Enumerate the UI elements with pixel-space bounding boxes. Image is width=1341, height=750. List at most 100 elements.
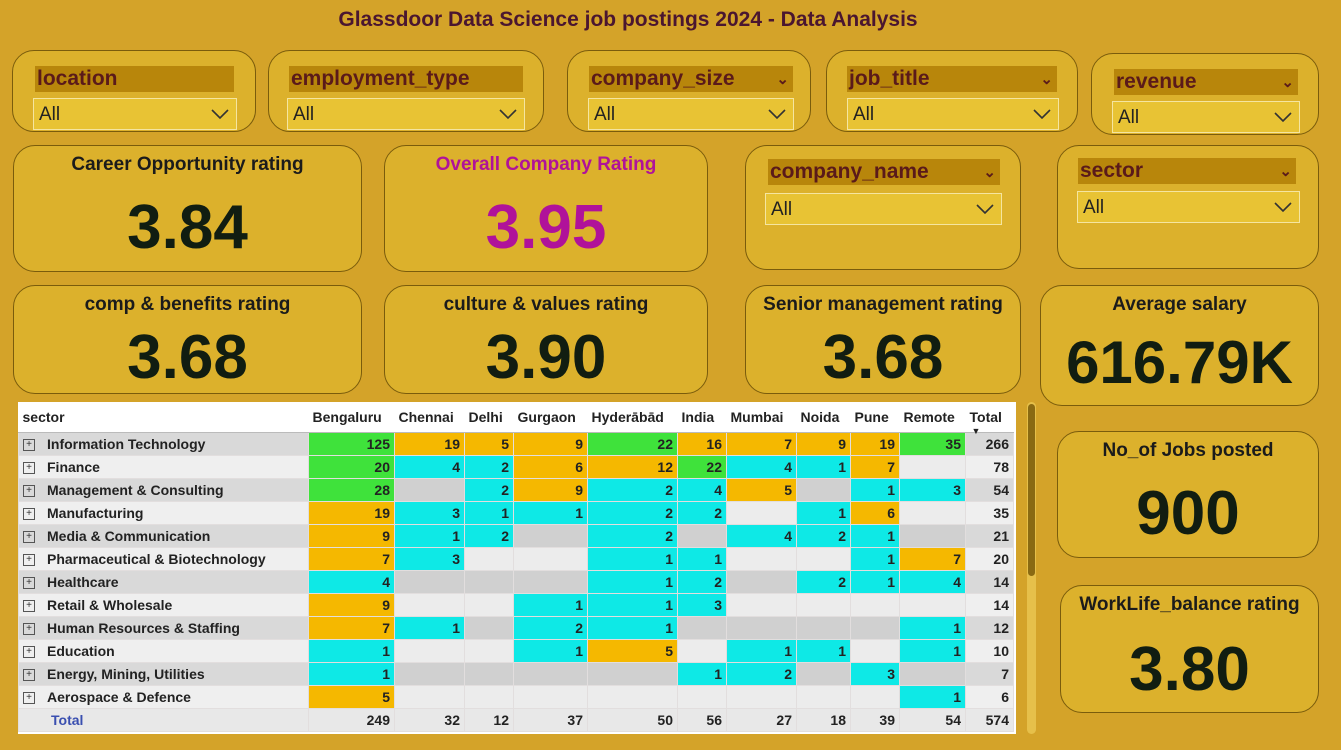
matrix-cell: 1 <box>394 616 465 640</box>
chevron-down-icon: ⌄ <box>1040 71 1053 88</box>
table-row[interactable]: + Energy, Mining, Utilities 1 1 2 3 7 <box>18 662 1014 686</box>
column-header-noida[interactable]: Noida <box>796 402 851 433</box>
company-size-dropdown-value: All <box>594 104 616 125</box>
matrix-scrollbar-thumb[interactable] <box>1028 404 1035 576</box>
company-name-dropdown-value: All <box>771 199 793 220</box>
column-header-hyderabad[interactable]: Hyderābād <box>587 402 678 433</box>
row-total-cell: 14 <box>965 593 1014 617</box>
matrix-cell <box>464 593 514 617</box>
table-row[interactable]: + Manufacturing 19 3 1 1 2 2 1 6 35 <box>18 501 1014 525</box>
chevron-down-icon: ⌄ <box>1281 74 1294 91</box>
job-title-dropdown[interactable]: All <box>847 98 1059 130</box>
worklife-balance-card: WorkLife_balance rating 3.80 <box>1060 585 1319 713</box>
column-header-pune[interactable]: Pune <box>850 402 900 433</box>
column-header-total[interactable]: Total ▼ <box>965 402 1014 436</box>
comp-benefits-card: comp & benefits rating 3.68 <box>13 285 362 394</box>
total-cell: 27 <box>726 708 797 732</box>
matrix-cell: 1 <box>587 616 678 640</box>
chevron-down-icon <box>1274 112 1292 123</box>
dashboard-title: Glassdoor Data Science job postings 2024… <box>338 8 918 31</box>
sector-label: Media & Communication <box>47 528 211 544</box>
company-name-dropdown[interactable]: All <box>765 193 1002 225</box>
expand-icon[interactable]: + <box>23 531 35 544</box>
expand-icon[interactable]: + <box>23 508 35 521</box>
table-row[interactable]: + Education 1 1 5 1 1 1 10 <box>18 639 1014 663</box>
average-salary-card: Average salary 616.79K <box>1040 285 1319 406</box>
matrix-cell <box>899 593 966 617</box>
sector-label: Human Resources & Staffing <box>47 620 240 636</box>
expand-icon[interactable]: + <box>23 600 35 613</box>
expand-icon[interactable]: + <box>23 692 35 705</box>
matrix-cell <box>394 685 465 709</box>
company-size-dropdown[interactable]: All <box>588 98 794 130</box>
average-salary-value: 616.79K <box>1066 329 1293 396</box>
sector-label: Pharmaceutical & Biotechnology <box>47 551 266 567</box>
table-row[interactable]: + Pharmaceutical & Biotechnology 7 3 1 1 1 7 20 <box>18 547 1014 571</box>
column-header-gurgaon[interactable]: Gurgaon <box>513 402 588 433</box>
expand-icon[interactable]: + <box>23 554 35 567</box>
table-row[interactable]: + Human Resources & Staffing 7 1 2 1 1 12 <box>18 616 1014 640</box>
column-header-delhi[interactable]: Delhi <box>464 402 514 433</box>
matrix-cell: 1 <box>796 639 851 663</box>
expand-icon[interactable]: + <box>23 462 35 475</box>
employment-type-dropdown[interactable]: All <box>287 98 525 130</box>
expand-icon[interactable]: + <box>23 623 35 636</box>
total-cell: 32 <box>394 708 465 732</box>
employment-type-slicer-label: employment_type <box>289 66 523 92</box>
matrix-cell: 1 <box>587 547 678 571</box>
career-opportunity-card: Career Opportunity rating 3.84 <box>13 145 362 272</box>
matrix-cell: 1 <box>899 616 966 640</box>
matrix-cell <box>394 662 465 686</box>
career-opportunity-value: 3.84 <box>127 193 248 262</box>
column-header-chennai[interactable]: Chennai <box>394 402 465 433</box>
table-row[interactable]: + Aerospace & Defence 5 1 6 <box>18 685 1014 709</box>
sector-column-header[interactable]: sector <box>18 402 309 433</box>
matrix-cell <box>677 685 727 709</box>
table-row[interactable]: + Management & Consulting 28 2 9 2 4 5 1 3 54 <box>18 478 1014 502</box>
sector-location-matrix: sector Bengaluru Chennai Delhi Gurgaon H… <box>18 402 1016 734</box>
matrix-cell <box>513 524 588 548</box>
culture-values-card: culture & values rating 3.90 <box>384 285 708 394</box>
column-header-mumbai[interactable]: Mumbai <box>726 402 797 433</box>
revenue-dropdown[interactable]: All <box>1112 101 1300 133</box>
matrix-cell: 2 <box>464 478 514 502</box>
sector-dropdown[interactable]: All <box>1077 191 1300 223</box>
matrix-cell: 2 <box>796 524 851 548</box>
matrix-cell <box>587 685 678 709</box>
matrix-cell: 7 <box>726 432 797 456</box>
row-total-cell: 78 <box>965 455 1014 479</box>
employment-type-dropdown-value: All <box>293 104 315 125</box>
table-row[interactable]: + Retail & Wholesale 9 1 1 3 14 <box>18 593 1014 617</box>
expand-icon[interactable]: + <box>23 485 35 498</box>
location-dropdown[interactable]: All <box>33 98 237 130</box>
column-header-remote[interactable]: Remote <box>899 402 966 433</box>
worklife-balance-label: WorkLife_balance rating <box>1079 594 1300 615</box>
overall-rating-card: Overall Company Rating 3.95 <box>384 145 708 272</box>
matrix-cell: 16 <box>677 432 727 456</box>
column-header-bengaluru[interactable]: Bengaluru <box>308 402 395 433</box>
sector-cell: + Finance <box>18 455 309 479</box>
matrix-cell: 4 <box>308 570 395 594</box>
sector-cell: + Retail & Wholesale <box>18 593 309 617</box>
expand-icon[interactable]: + <box>23 439 35 452</box>
matrix-cell <box>899 455 966 479</box>
matrix-cell <box>726 501 797 525</box>
table-row[interactable]: + Healthcare 4 1 2 2 1 4 14 <box>18 570 1014 594</box>
table-row[interactable]: + Information Technology 125 19 5 9 22 16 7 9 19 35… <box>18 432 1014 456</box>
matrix-cell: 3 <box>899 478 966 502</box>
matrix-cell <box>677 524 727 548</box>
matrix-cell: 3 <box>850 662 900 686</box>
matrix-cell: 12 <box>587 455 678 479</box>
expand-icon[interactable]: + <box>23 577 35 590</box>
matrix-cell <box>464 547 514 571</box>
column-header-india[interactable]: India <box>677 402 727 433</box>
table-row[interactable]: + Media & Communication 9 1 2 2 4 2 1 21 <box>18 524 1014 548</box>
total-cell: 54 <box>899 708 966 732</box>
expand-icon[interactable]: + <box>23 669 35 682</box>
matrix-cell: 2 <box>513 616 588 640</box>
matrix-cell: 9 <box>513 478 588 502</box>
expand-icon[interactable]: + <box>23 646 35 659</box>
chevron-down-icon <box>211 109 229 120</box>
matrix-cell <box>513 685 588 709</box>
table-row[interactable]: + Finance 20 4 2 6 12 22 4 1 7 78 <box>18 455 1014 479</box>
